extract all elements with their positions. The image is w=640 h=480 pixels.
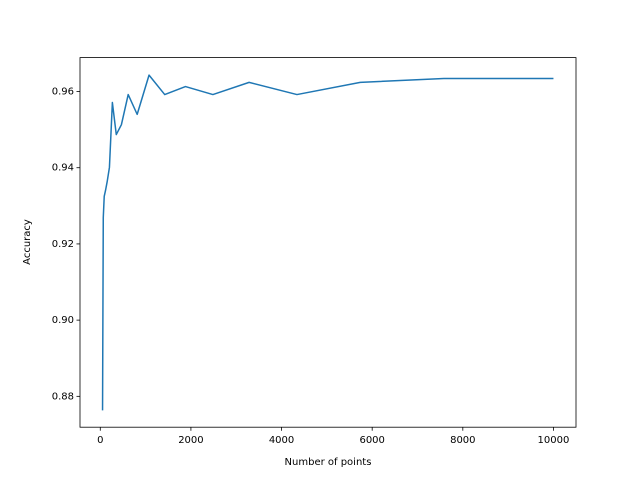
y-tick-label: 0.88 [52, 391, 74, 402]
y-tick-label: 0.96 [52, 87, 74, 98]
axes-frame [79, 57, 577, 428]
x-tick-label: 6000 [359, 435, 384, 446]
x-tick-label: 2000 [178, 435, 203, 446]
line [101, 74, 554, 411]
x-tick-label: 8000 [450, 435, 475, 446]
x-tick-label: 0 [97, 435, 103, 446]
y-tick-label: 0.94 [52, 163, 74, 174]
x-tick-label: 4000 [269, 435, 294, 446]
x-tick-label: 10000 [538, 435, 570, 446]
y-tick-label: 0.92 [52, 239, 74, 250]
x-axis-label: Number of points [285, 457, 372, 468]
y-axis-label: Accuracy [22, 219, 33, 265]
y-tick-label: 0.90 [52, 315, 74, 326]
